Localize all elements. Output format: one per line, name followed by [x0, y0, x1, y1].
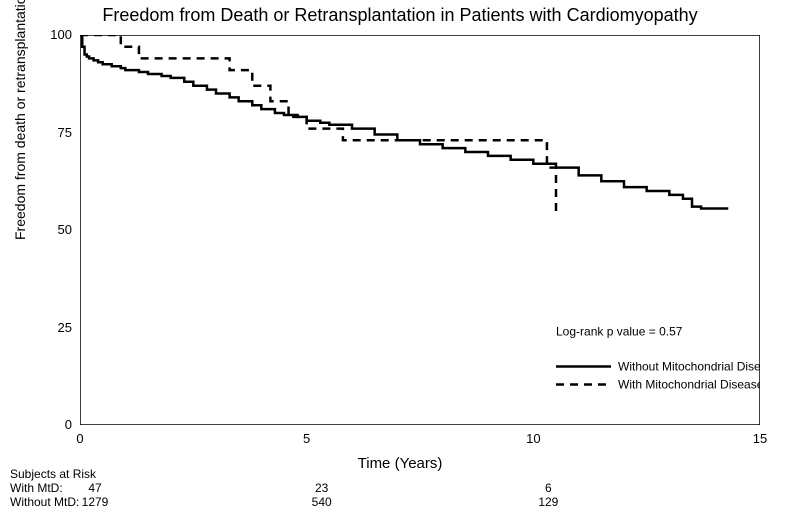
x-axis-label: Time (Years)	[0, 455, 800, 472]
risk-value: 23	[302, 481, 342, 495]
x-tick-label: 0	[65, 431, 95, 446]
y-tick-label: 50	[42, 222, 72, 237]
risk-value: 1279	[75, 495, 115, 509]
risk-value: 47	[75, 481, 115, 495]
risk-header: Subjects at Risk	[10, 467, 96, 481]
annotations: Log-rank p value = 0.57	[556, 324, 683, 338]
survival-curves	[80, 35, 728, 214]
annotation-text: Log-rank p value = 0.57	[556, 324, 683, 338]
curve-with-mitochondrial-disease	[80, 35, 556, 214]
plot-svg: Without Mitochondrial Disease With Mitoch…	[80, 35, 760, 425]
y-axis-label: Freedom from death or retransplantation …	[12, 0, 28, 240]
legend: Without Mitochondrial Disease With Mitoch…	[556, 360, 760, 392]
risk-value: 129	[528, 495, 568, 509]
legend-label: Without Mitochondrial Disease	[618, 360, 760, 374]
legend-label: With Mitochondrial Disease	[618, 378, 760, 392]
risk-value: 540	[302, 495, 342, 509]
curve-without-mitochondrial-disease	[80, 35, 728, 209]
x-tick-label: 10	[518, 431, 548, 446]
x-tick-label: 5	[292, 431, 322, 446]
y-tick-label: 0	[42, 417, 72, 432]
y-tick-label: 75	[42, 125, 72, 140]
y-tick-label: 25	[42, 320, 72, 335]
risk-row-label: With MtD:	[10, 481, 63, 495]
risk-row-label: Without MtD:	[10, 495, 79, 509]
risk-value: 6	[528, 481, 568, 495]
y-tick-label: 100	[42, 27, 72, 42]
chart-title: Freedom from Death or Retransplantation …	[0, 5, 800, 26]
x-tick-label: 15	[745, 431, 775, 446]
survival-chart: Freedom from Death or Retransplantation …	[0, 0, 800, 524]
